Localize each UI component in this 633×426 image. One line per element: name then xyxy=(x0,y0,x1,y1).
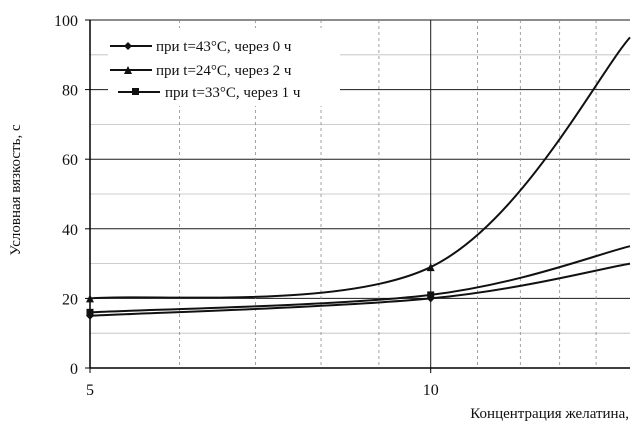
legend-triangle-marker-icon xyxy=(124,66,132,74)
y-tick-label: 60 xyxy=(62,152,78,169)
grid xyxy=(90,19,630,368)
legend-entry-1: при t=43°C, через 0 ч xyxy=(110,39,292,55)
y-tick-label: 40 xyxy=(62,222,78,239)
data-point-square xyxy=(427,291,435,299)
legend-diamond-marker-icon xyxy=(124,42,132,50)
data-point-triangle xyxy=(86,294,94,303)
series-line-3 xyxy=(89,245,631,314)
y-axis-label: Условная вязкость, с xyxy=(8,124,24,256)
y-tick-label: 80 xyxy=(62,83,78,100)
x-axis-label: Концентрация желатина, xyxy=(470,406,629,422)
legend: при t=43°C, через 0 ч при t=24°C, через … xyxy=(108,28,340,106)
legend-label-3: при t=33°C, через 1 ч xyxy=(165,85,301,101)
y-tick-label: 100 xyxy=(54,13,78,30)
y-tick-label: 0 xyxy=(70,361,78,378)
legend-entry-2: при t=24°C, через 2 ч xyxy=(110,63,292,79)
x-tick-label: 10 xyxy=(423,382,439,399)
series-line-1 xyxy=(89,262,631,317)
tick-labels: 0 20 40 60 80 100 5 10 xyxy=(54,13,439,399)
legend-square-marker-icon xyxy=(132,88,139,95)
legend-label-2: при t=24°C, через 2 ч xyxy=(156,63,292,79)
data-point-triangle xyxy=(426,263,435,272)
legend-label-1: при t=43°C, через 0 ч xyxy=(156,39,292,55)
x-tick-label: 5 xyxy=(86,382,94,399)
y-tick-label: 20 xyxy=(62,291,78,308)
legend-entry-3: при t=33°C, через 1 ч xyxy=(118,85,301,101)
data-point-square xyxy=(86,308,94,316)
series-markers xyxy=(86,263,435,320)
